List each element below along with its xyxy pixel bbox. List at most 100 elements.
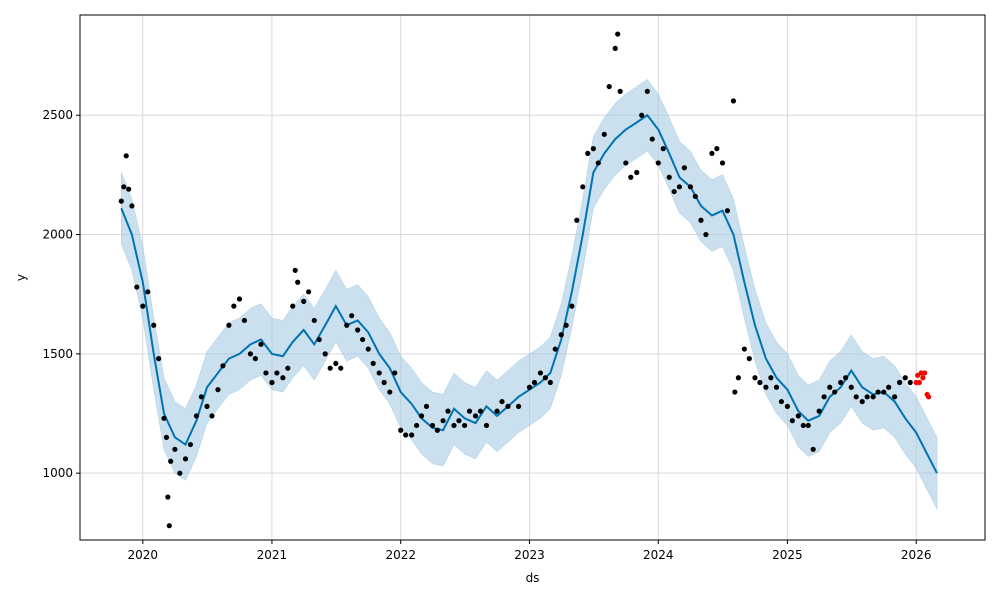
observed-point xyxy=(897,379,903,386)
observed-point xyxy=(156,356,162,362)
x-tick-label: 2021 xyxy=(257,548,288,562)
plot-area-frame xyxy=(79,14,986,541)
observed-point xyxy=(859,398,865,405)
observed-point xyxy=(515,403,522,409)
observed-point xyxy=(204,403,210,409)
observed-point xyxy=(198,394,204,400)
observed-point xyxy=(290,303,296,309)
observed-point xyxy=(123,153,129,159)
observed-point xyxy=(864,394,870,400)
observed-point xyxy=(660,146,666,152)
observed-point xyxy=(322,351,328,357)
uncertainty-band-layer xyxy=(121,79,938,510)
observed-point xyxy=(692,193,698,199)
observed-point xyxy=(215,387,221,393)
observed-point xyxy=(907,379,913,386)
x-tick-label: 2025 xyxy=(772,548,803,562)
observed-point xyxy=(703,231,709,238)
observed-point xyxy=(832,389,838,395)
observed-point xyxy=(644,88,650,94)
observed-point xyxy=(209,413,215,419)
observed-point xyxy=(709,150,715,157)
observed-point xyxy=(585,150,591,157)
observed-point xyxy=(292,267,298,273)
observed-point xyxy=(306,289,312,295)
observed-point xyxy=(370,360,376,367)
observed-point xyxy=(316,336,322,343)
observed-point xyxy=(483,422,490,429)
observed-point xyxy=(429,422,436,429)
observed-point xyxy=(387,389,393,395)
observed-point xyxy=(655,160,661,166)
y-tick-label: 2000 xyxy=(42,228,73,242)
observed-point xyxy=(838,379,844,386)
observed-point xyxy=(634,169,640,176)
observed-point xyxy=(735,375,741,381)
observed-point xyxy=(666,174,672,180)
observed-point xyxy=(853,394,859,400)
observed-point xyxy=(168,458,174,464)
observed-point xyxy=(182,456,189,462)
observed-point xyxy=(166,523,172,529)
x-tick-label: 2022 xyxy=(385,548,416,562)
observed-point xyxy=(719,160,726,166)
observed-point xyxy=(687,184,693,190)
observed-point xyxy=(881,389,887,395)
observed-point xyxy=(505,403,511,409)
observed-point xyxy=(440,418,446,424)
observed-point xyxy=(269,379,275,386)
observed-point xyxy=(285,365,291,371)
observed-point xyxy=(477,408,484,414)
observed-point xyxy=(714,146,720,152)
observed-point xyxy=(252,356,258,362)
observed-point xyxy=(280,375,286,381)
observed-point xyxy=(649,136,655,142)
observed-point xyxy=(445,408,451,414)
observed-point xyxy=(606,83,612,90)
observed-point xyxy=(741,346,747,352)
observed-point xyxy=(892,394,898,400)
recent-point xyxy=(922,370,928,376)
observed-point xyxy=(274,370,280,376)
observed-point xyxy=(763,384,769,390)
observed-point xyxy=(615,31,621,37)
observed-point xyxy=(612,45,618,52)
observed-point xyxy=(810,446,816,452)
observed-point xyxy=(163,434,170,440)
observed-point xyxy=(381,379,387,386)
x-tick-label: 2023 xyxy=(514,548,545,562)
observed-point xyxy=(220,363,226,369)
observed-point xyxy=(526,384,533,390)
observed-point xyxy=(590,146,596,152)
observed-point xyxy=(451,422,457,429)
observed-point xyxy=(327,365,333,371)
observed-point xyxy=(724,208,731,214)
observed-point xyxy=(547,379,553,386)
observed-point xyxy=(569,303,575,309)
observed-point xyxy=(732,389,738,395)
observed-point xyxy=(301,298,307,304)
observed-point xyxy=(247,351,254,357)
observed-point xyxy=(752,375,758,381)
observed-point xyxy=(617,88,623,94)
observed-point xyxy=(902,375,908,381)
observed-point xyxy=(456,418,462,424)
observed-point xyxy=(746,356,752,362)
observed-point xyxy=(344,322,350,328)
x-axis-label: ds xyxy=(526,571,540,585)
observed-point xyxy=(423,403,430,409)
observed-points-layer xyxy=(118,31,913,529)
observed-point xyxy=(263,370,269,376)
observed-point xyxy=(165,494,171,500)
observed-point xyxy=(472,413,479,419)
x-tick-label: 2024 xyxy=(643,548,674,562)
observed-point xyxy=(376,370,382,376)
observed-point xyxy=(800,422,806,429)
observed-point xyxy=(134,284,140,290)
y-axis-label: y xyxy=(14,274,28,281)
observed-point xyxy=(795,413,801,419)
observed-point xyxy=(816,408,822,414)
observed-point xyxy=(129,203,135,209)
observed-point xyxy=(349,313,355,319)
y-tick-label: 1500 xyxy=(42,347,73,361)
